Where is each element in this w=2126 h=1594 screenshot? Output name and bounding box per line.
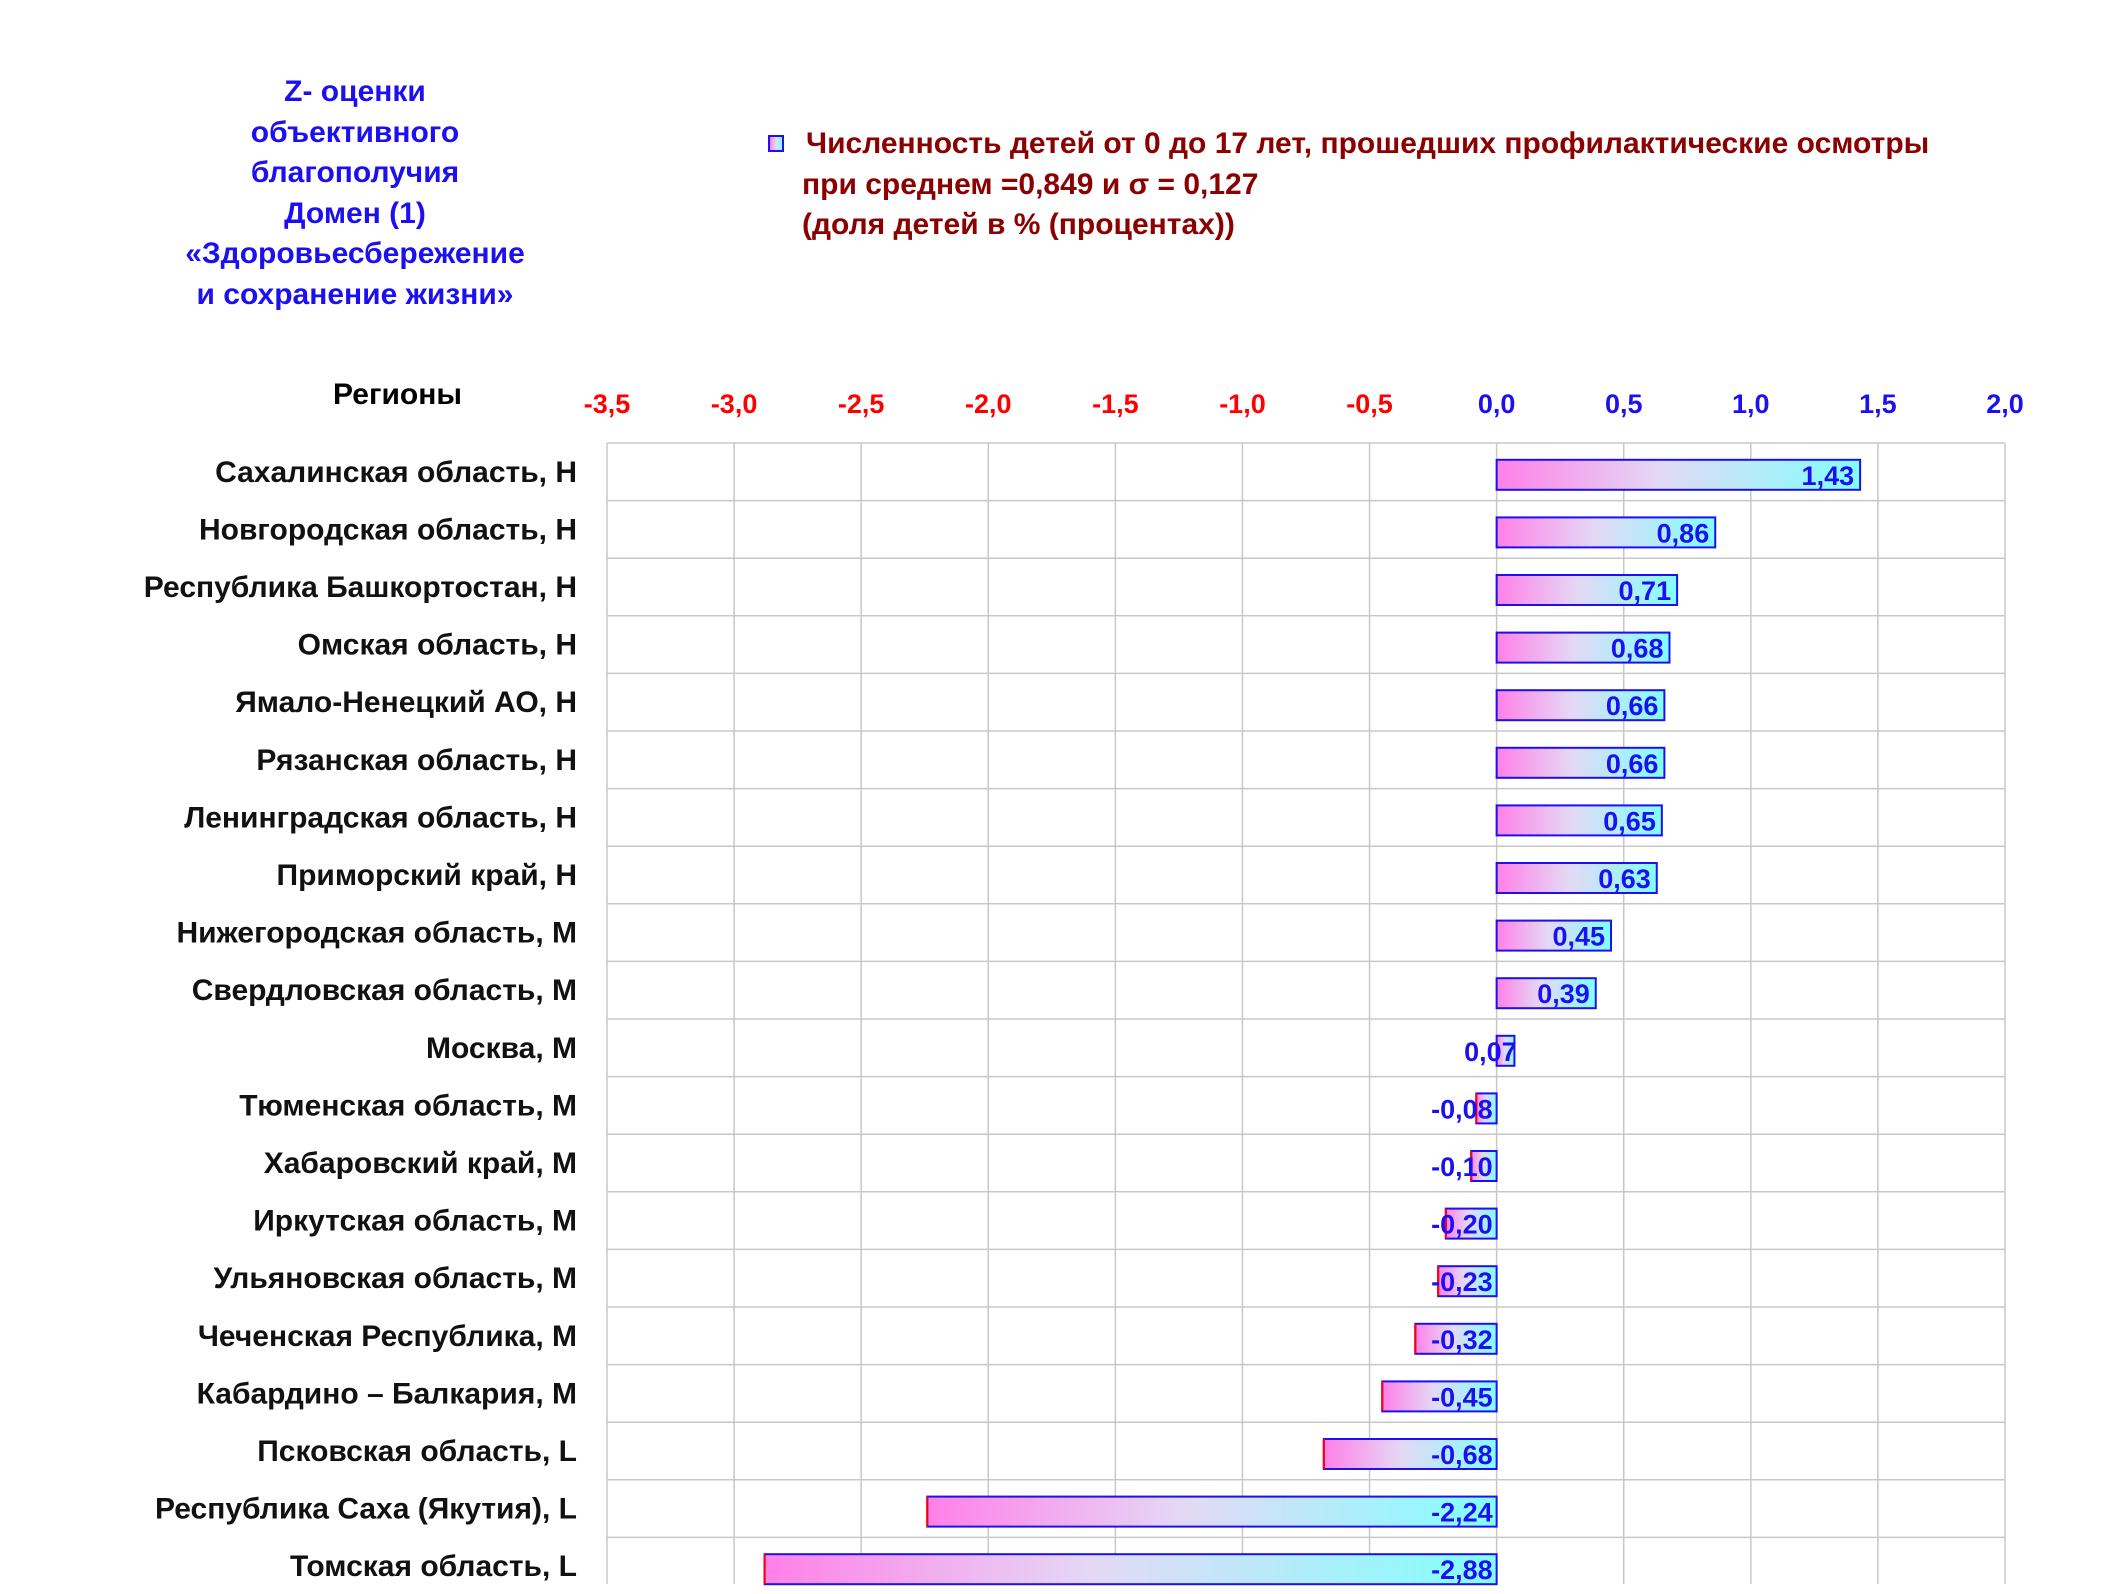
side-title-line: «Здоровьесбережение [185, 237, 525, 270]
category-label: Новгородская область, Н [199, 513, 577, 546]
legend-line-1: Численность детей от 0 до 17 лет, прошед… [806, 127, 1930, 160]
bar-value-label: -0,20 [1431, 1210, 1493, 1240]
legend-line-3: (доля детей в % (процентах)) [802, 208, 1235, 241]
bar-value-label: 0,65 [1603, 806, 1656, 836]
category-label: Республика Саха (Якутия), L [155, 1493, 577, 1526]
category-label: Хабаровский край, М [264, 1147, 577, 1180]
legend-line-2: при среднем =0,849 и σ = 0,127 [802, 167, 1259, 201]
x-tick-label: 2,0 [1986, 389, 2024, 419]
bar [1495, 516, 1717, 549]
bar [1495, 458, 1862, 491]
x-tick-label: -2,0 [965, 389, 1012, 419]
category-label: Республика Башкортостан, Н [144, 571, 577, 604]
bar [1495, 1034, 1516, 1067]
category-label: Москва, М [426, 1032, 577, 1065]
side-title-line: Домен (1) [284, 196, 426, 230]
x-tick-label: -1,0 [1219, 389, 1266, 419]
category-label: Свердловская область, М [192, 974, 577, 1007]
bar-value-label: -0,32 [1431, 1325, 1493, 1355]
side-title: Z- оценки объективного благополучия Доме… [120, 72, 590, 315]
bar-value-label: 0,66 [1606, 691, 1659, 721]
bar-value-label: 0,86 [1657, 518, 1710, 548]
x-tick-label: 1,5 [1859, 389, 1897, 419]
category-label: Псковская область, L [257, 1435, 577, 1468]
category-label: Ленинградская область, Н [184, 801, 577, 834]
bar-value-label: -0,23 [1431, 1267, 1493, 1297]
x-tick-label: -1,5 [1092, 389, 1139, 419]
category-axis-title: Регионы [333, 378, 462, 411]
category-label: Томская область, L [290, 1550, 577, 1583]
x-axis-ticks: -3,5 -3,0 -2,5 -2,0 -1,5 -1,0 -0,5 0,0 0,5 1,0 1,5… [584, 389, 2024, 419]
side-title-line: Z- оценки [284, 75, 426, 108]
x-tick-label: -3,0 [711, 389, 758, 419]
bar-value-label: -0,10 [1431, 1152, 1493, 1182]
bar [1495, 574, 1679, 606]
bar-value-label: 0,66 [1606, 749, 1659, 779]
bar [1444, 1207, 1498, 1240]
x-tick-label: -3,5 [584, 389, 631, 419]
side-title-line: благополучия [250, 156, 460, 189]
category-label: Кабардино – Балкария, М [197, 1377, 577, 1410]
bar-value-label: -0,68 [1431, 1440, 1493, 1470]
bar-value-label: -0,08 [1431, 1094, 1493, 1124]
category-label: Тюменская область, М [239, 1089, 577, 1122]
bar-value-label: -2,88 [1431, 1555, 1493, 1585]
category-label: Рязанская область, Н [256, 744, 577, 777]
bar [1495, 977, 1597, 1010]
bar [1495, 746, 1666, 779]
x-tick-label: -2,5 [838, 389, 885, 419]
bar-value-label: 0,39 [1537, 979, 1590, 1009]
bar-value-label: 0,71 [1619, 576, 1672, 606]
bar [1495, 804, 1663, 837]
legend-swatch [768, 135, 784, 152]
category-labels: 1,43 Сахалинская область, Н 0,86 Новгородск… [144, 456, 1854, 1585]
bar-value-label: 0,07 [1464, 1037, 1517, 1067]
category-label: Приморский край, Н [277, 859, 578, 892]
bar-value-label: 0,63 [1598, 864, 1651, 894]
bar-value-label: 0,45 [1552, 922, 1605, 952]
bar [1495, 689, 1666, 722]
bar [763, 1553, 1498, 1586]
bar-value-label: -0,45 [1431, 1382, 1493, 1412]
bar-value-label: 0,68 [1611, 634, 1664, 664]
category-label: Нижегородская область, М [176, 917, 577, 950]
x-tick-label: 1,0 [1732, 389, 1770, 419]
category-label: Сахалинская область, Н [215, 456, 577, 489]
category-label: Иркутская область, М [253, 1205, 577, 1238]
category-label: Омская область, Н [298, 629, 577, 662]
category-label: Ямало-Ненецкий АО, Н [235, 686, 577, 719]
category-label: Чеченская Республика, М [198, 1320, 577, 1353]
bar [926, 1495, 1498, 1528]
bar [1495, 862, 1658, 894]
x-tick-label: -0,5 [1346, 389, 1393, 419]
bar [1381, 1380, 1498, 1413]
grid [606, 442, 2006, 1584]
legend-entry: Численность детей от 0 до 17 лет, прошед… [768, 124, 1929, 165]
bar-value-label: 1,43 [1802, 461, 1855, 491]
bar [1495, 631, 1671, 664]
bar [1322, 1438, 1498, 1470]
bar-value-label: -2,24 [1431, 1498, 1493, 1528]
bar [1495, 919, 1613, 952]
x-tick-label: 0,0 [1478, 389, 1516, 419]
bars [763, 458, 1862, 1586]
side-title-line: объективного [250, 115, 460, 149]
side-title-line: и сохранение жизни» [196, 277, 514, 311]
x-tick-label: 0,5 [1605, 389, 1643, 419]
legend: Численность детей от 0 до 17 лет, прошед… [768, 124, 1929, 246]
category-label: Ульяновская область, М [214, 1262, 577, 1295]
